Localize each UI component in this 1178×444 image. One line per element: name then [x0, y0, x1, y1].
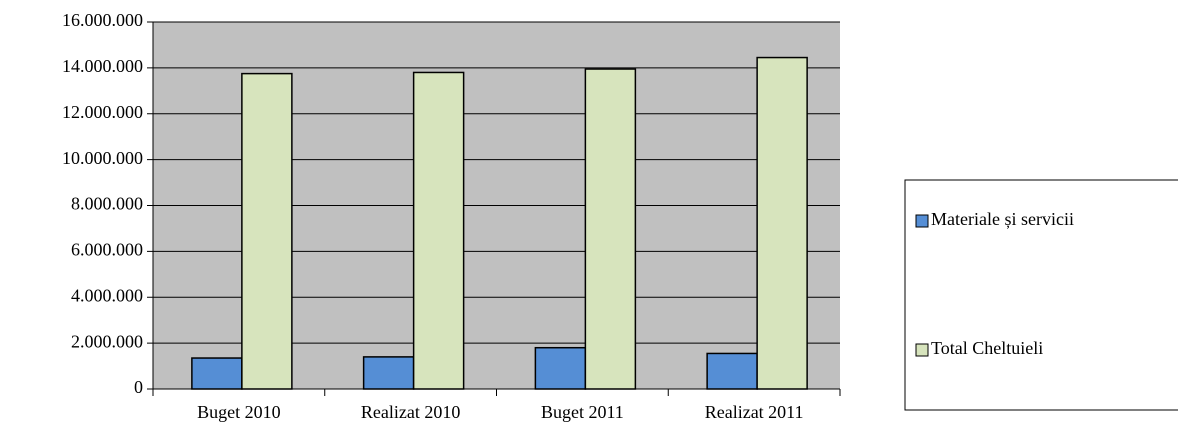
legend-label: Total Cheltuieli: [931, 338, 1043, 358]
bar: [756, 56, 808, 390]
x-tick-label: Buget 2011: [541, 402, 624, 422]
bar: [412, 71, 465, 390]
bar: [584, 68, 637, 390]
y-tick-label: 4.000.000: [71, 285, 143, 305]
y-tick-label: 2.000.000: [71, 331, 143, 351]
legend-swatch: [915, 214, 929, 228]
x-tick-label: Realizat 2010: [361, 402, 460, 422]
bar: [362, 356, 415, 390]
y-tick-label: 0: [134, 377, 143, 397]
legend-swatch: [915, 343, 929, 357]
y-tick-label: 6.000.000: [71, 240, 143, 260]
y-tick-label: 12.000.000: [62, 102, 143, 122]
y-tick-label: 8.000.000: [71, 194, 143, 214]
x-tick-label: Buget 2010: [197, 402, 281, 422]
y-tick-label: 10.000.000: [62, 148, 143, 168]
y-tick-label: 16.000.000: [62, 10, 143, 30]
x-tick-label: Realizat 2011: [705, 402, 804, 422]
bar: [191, 357, 243, 390]
legend-box: [904, 179, 1178, 411]
bar: [241, 72, 293, 390]
y-tick-label: 14.000.000: [62, 56, 143, 76]
legend-label: Materiale și servicii: [931, 209, 1074, 229]
bar: [706, 352, 758, 390]
bar: [534, 346, 587, 390]
